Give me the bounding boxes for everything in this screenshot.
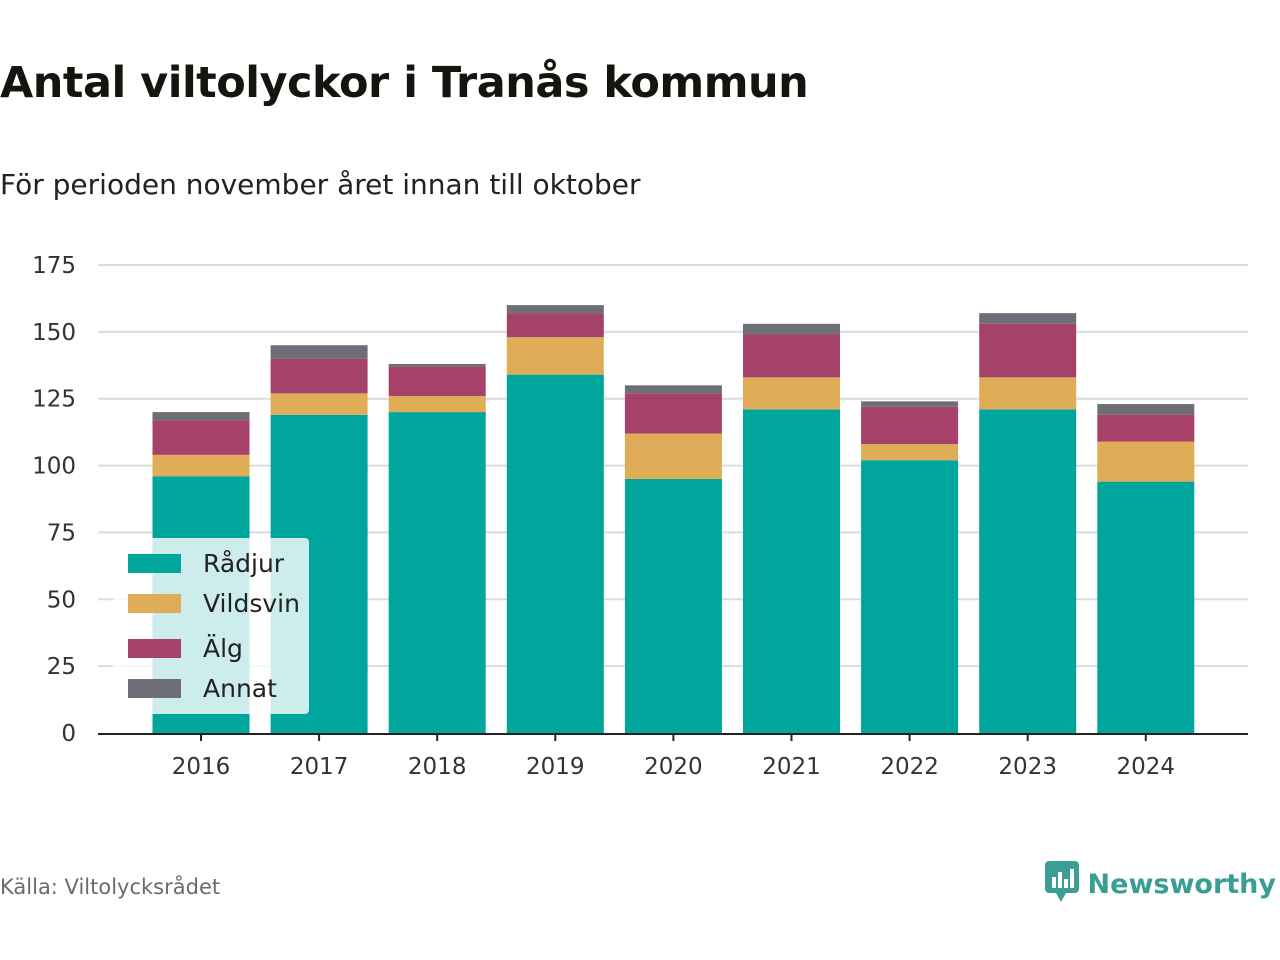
y-tick-label: 0 bbox=[61, 721, 76, 747]
bar-vildsvin-2022 bbox=[861, 444, 959, 461]
bar-annat-2023 bbox=[979, 313, 1077, 324]
bar-älg-2016 bbox=[152, 420, 250, 455]
bar-annat-2017 bbox=[270, 345, 368, 359]
x-tick-label: 2016 bbox=[172, 754, 231, 780]
brand-name: Newsworthy bbox=[1087, 868, 1276, 900]
bars bbox=[98, 305, 1248, 735]
y-tick-label: 100 bbox=[32, 454, 76, 480]
bar-vildsvin-2017 bbox=[270, 393, 368, 415]
x-tick-label: 2024 bbox=[1117, 754, 1176, 780]
newsworthy-logo-icon bbox=[1044, 860, 1080, 908]
x-tick-label: 2018 bbox=[408, 754, 467, 780]
x-axis-ticks: 2016 2017 2018 2019 2020 2021 2022 2023 2024 bbox=[172, 734, 1175, 780]
y-tick-label: 25 bbox=[47, 654, 76, 680]
y-tick-label: 50 bbox=[47, 587, 76, 613]
x-tick-label: 2023 bbox=[998, 754, 1057, 780]
x-tick-label: 2021 bbox=[762, 754, 821, 780]
y-tick-label: 175 bbox=[32, 253, 76, 279]
brand-logo: Newsworthy bbox=[1044, 860, 1276, 908]
bar-annat-2024 bbox=[1097, 404, 1195, 415]
bar-älg-2018 bbox=[388, 366, 486, 397]
bar-vildsvin-2024 bbox=[1097, 441, 1195, 482]
x-tick-label: 2020 bbox=[644, 754, 703, 780]
legend-swatch bbox=[128, 553, 181, 573]
bar-annat-2018 bbox=[388, 363, 486, 367]
bar-älg-2021 bbox=[743, 334, 840, 378]
legend-item-rådjur: Rådjur bbox=[128, 548, 284, 578]
chart-subtitle: För perioden november året innan till ok… bbox=[0, 168, 641, 201]
bar-vildsvin-2023 bbox=[979, 377, 1077, 410]
source-note: Källa: Viltolycksrådet bbox=[0, 875, 221, 899]
legend-label: Rådjur bbox=[203, 548, 285, 578]
bar-vildsvin-2020 bbox=[624, 433, 722, 479]
bar-älg-2024 bbox=[1097, 414, 1195, 442]
legend-label: Älg bbox=[203, 633, 243, 663]
bar-älg-2020 bbox=[624, 393, 722, 434]
x-tick-label: 2022 bbox=[880, 754, 939, 780]
bar-älg-2023 bbox=[979, 323, 1077, 378]
legend-swatch bbox=[128, 638, 181, 658]
y-tick-label: 150 bbox=[32, 320, 76, 346]
bar-vildsvin-2019 bbox=[506, 337, 604, 375]
bar-rådjur-2022 bbox=[861, 460, 959, 733]
bar-rådjur-2018 bbox=[388, 412, 486, 733]
legend-swatch bbox=[128, 593, 181, 613]
bar-älg-2022 bbox=[861, 406, 959, 445]
chart-legend: Rådjur Vildsvin Älg Annat bbox=[113, 538, 309, 714]
y-tick-label: 125 bbox=[32, 387, 76, 413]
bar-älg-2017 bbox=[270, 358, 368, 394]
bar-annat-2021 bbox=[743, 323, 840, 335]
bar-vildsvin-2018 bbox=[388, 396, 486, 413]
bar-rådjur-2020 bbox=[624, 478, 722, 733]
x-tick-label: 2019 bbox=[526, 754, 585, 780]
bar-rådjur-2024 bbox=[1097, 481, 1195, 733]
legend-item-älg: Älg bbox=[128, 633, 243, 663]
bar-annat-2022 bbox=[861, 401, 959, 407]
y-axis-ticks: 0 25 50 75 100 125 150 175 bbox=[32, 253, 76, 747]
chart-title: Antal viltolyckor i Tranås kommun bbox=[0, 58, 809, 108]
legend-item-annat: Annat bbox=[128, 673, 277, 703]
bar-rådjur-2019 bbox=[506, 374, 604, 733]
bar-vildsvin-2016 bbox=[152, 454, 250, 477]
bar-annat-2020 bbox=[624, 385, 722, 394]
legend-swatch bbox=[128, 678, 181, 698]
legend-item-vildsvin: Vildsvin bbox=[128, 588, 300, 618]
y-tick-label: 75 bbox=[47, 520, 76, 546]
bar-annat-2019 bbox=[506, 305, 604, 314]
bar-annat-2016 bbox=[152, 412, 250, 421]
bar-vildsvin-2021 bbox=[743, 377, 840, 410]
bar-älg-2019 bbox=[506, 313, 604, 338]
stacked-bar-chart: 0 25 50 75 100 125 150 175 2016 2017 2018 2019 2020… bbox=[32, 253, 1248, 780]
legend-label: Annat bbox=[203, 673, 277, 703]
bar-rådjur-2023 bbox=[979, 409, 1077, 733]
x-tick-label: 2017 bbox=[290, 754, 349, 780]
bar-rådjur-2021 bbox=[743, 409, 840, 733]
legend-label: Vildsvin bbox=[203, 588, 300, 618]
